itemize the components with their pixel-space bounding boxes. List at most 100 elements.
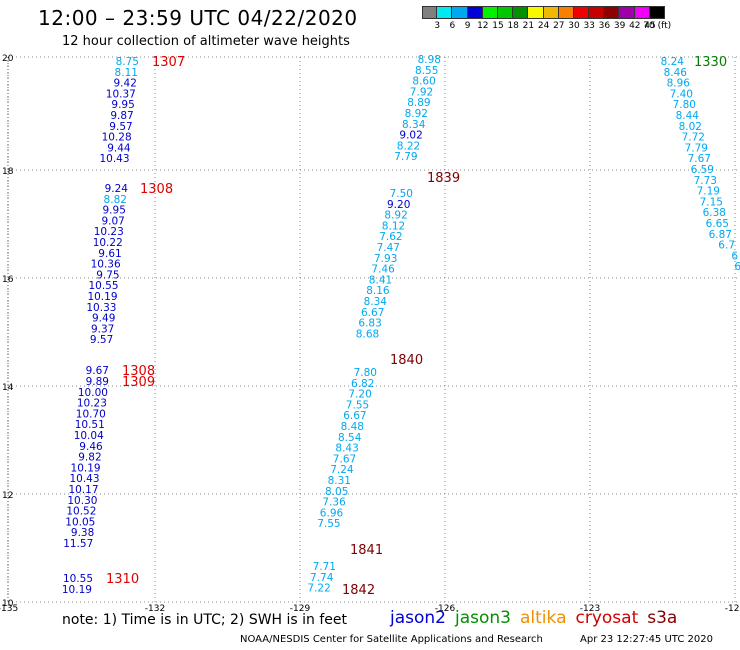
wave-height-value: 8.43 [335, 443, 358, 455]
color-scale-label: 21 [522, 21, 535, 31]
wave-height-value: 6.96 [320, 507, 344, 519]
longitude-tick-label: -120 [725, 604, 740, 614]
wave-height-value: 7.62 [379, 231, 402, 243]
wave-height-value: 10.23 [77, 398, 107, 410]
footer-timestamp: Apr 23 12:27:45 UTC 2020 [580, 634, 713, 645]
color-swatch [619, 6, 635, 19]
wave-height-value: 11.57 [63, 538, 93, 550]
wave-height-value: 10.19 [62, 584, 92, 596]
wave-height-value: 8.96 [667, 78, 691, 90]
color-scale-label: 70 (ft) [643, 21, 672, 31]
color-swatch [437, 6, 453, 19]
color-swatch [528, 6, 544, 19]
color-swatch [467, 6, 483, 19]
wave-height-value: 9.82 [78, 452, 101, 464]
color-swatch [634, 6, 650, 19]
pass-number-label: 1309 [122, 375, 155, 390]
wave-height-value: 6.59 [691, 164, 714, 176]
wave-height-value: 10.70 [76, 408, 106, 420]
wave-height-value: 8.82 [104, 194, 127, 206]
wave-height-value: 6 [734, 261, 740, 273]
wave-height-value: 8.12 [382, 220, 405, 232]
wave-height-value: 8.24 [661, 56, 685, 68]
wave-height-value: 9.42 [114, 78, 137, 90]
wave-height-value: 10.17 [68, 484, 98, 496]
wave-height-value: 10.43 [99, 153, 129, 165]
graticule-grid [7, 56, 740, 603]
wave-height-value: 10.51 [75, 419, 105, 431]
pass-number-label: 1308 [122, 364, 155, 379]
wave-height-value: 7.50 [390, 188, 413, 200]
wave-height-value: 6.67 [361, 307, 384, 319]
wave-height-value: 7.67 [333, 453, 356, 465]
wave-height-value: 7.92 [410, 86, 433, 98]
axis-ticks: -135 -132 -129 -126 -123 -120 20 18 16 14 12 10 [0, 54, 740, 614]
color-swatch [543, 6, 559, 19]
wave-height-value: 6.65 [706, 218, 729, 230]
wave-height-value: 7.79 [685, 142, 708, 154]
wave-height-value: 7.19 [697, 186, 720, 198]
wave-height-value: 10.05 [65, 516, 95, 528]
wave-height-value: 10.33 [86, 302, 116, 314]
color-swatch [558, 6, 574, 19]
wave-height-value: 9.46 [79, 441, 103, 453]
wave-height-value: 6.38 [703, 207, 726, 219]
pass-number-label: 1842 [342, 583, 375, 598]
color-scale-label: 15 [492, 21, 504, 31]
wave-height-value: 10.43 [69, 473, 99, 485]
wave-height-value: 7.24 [330, 464, 354, 476]
wave-height-value: 6.7 [718, 240, 735, 252]
wave-height-value: 8.55 [415, 65, 438, 77]
wave-height-value: 6.82 [351, 378, 374, 390]
wave-height-value: 9.44 [107, 142, 131, 154]
wave-height-labels: 8.758.119.4210.379.959.879.5710.289.4410… [62, 54, 740, 598]
wave-height-value: 10.36 [91, 259, 121, 271]
wave-height-value: 8.98 [418, 54, 441, 66]
wave-height-value: 9.49 [92, 313, 115, 325]
wave-height-value: 6.83 [358, 318, 381, 330]
wave-height-value: 7.73 [694, 175, 717, 187]
latitude-tick-label: 18 [2, 167, 14, 177]
wave-height-value: 8.22 [397, 140, 420, 152]
color-scale-label: 6 [449, 21, 456, 31]
wave-height-value: 9.57 [109, 121, 132, 133]
wave-height-value: 9.37 [91, 323, 114, 335]
footer-note: note: 1) Time is in UTC; 2) SWH is in fe… [62, 612, 348, 628]
color-scale-label: 36 [598, 21, 611, 31]
color-scale-label: 12 [477, 21, 489, 31]
wave-height-value: 8.34 [364, 296, 388, 308]
satellite-legend: jason2 jason3 altika cryosat s3a [390, 608, 686, 628]
wave-height-value: 7.80 [673, 99, 696, 111]
wave-height-value: 10.19 [87, 291, 117, 303]
longitude-tick-label: -132 [145, 604, 165, 614]
legend-cryosat: cryosat [575, 608, 639, 628]
wave-height-value: 8.46 [664, 67, 688, 79]
wave-height-value: 6.67 [343, 410, 366, 422]
wave-height-value: 10.04 [74, 430, 104, 442]
color-swatch [482, 6, 498, 19]
wave-height-value: 7.72 [682, 132, 705, 144]
wave-height-value: 8.02 [679, 121, 702, 133]
wave-height-value: 7.46 [371, 264, 395, 276]
wave-height-value: 9.95 [103, 205, 126, 217]
wave-height-value: 7.67 [688, 153, 711, 165]
wave-height-value: 7.71 [313, 561, 336, 573]
wave-height-value: 8.60 [412, 76, 435, 88]
wave-height-value: 9.38 [71, 527, 94, 539]
wave-height-value: 8.16 [366, 285, 390, 297]
color-scale-label: 9 [464, 21, 471, 31]
wave-height-value: 9.67 [86, 365, 109, 377]
color-scale-label: 42 [629, 21, 641, 31]
wave-height-value: 7.36 [322, 497, 346, 509]
color-swatch [452, 6, 468, 19]
wave-height-value: 7.79 [394, 151, 417, 163]
wave-height-value: 7.47 [377, 242, 400, 254]
wave-height-value: 10.00 [78, 387, 108, 399]
wave-height-value: 8.75 [116, 56, 139, 68]
wave-height-value: 9.87 [110, 110, 133, 122]
color-scale-label: 45 [644, 21, 656, 31]
pass-number-label: 1840 [390, 353, 423, 368]
wave-height-value: 7.20 [348, 389, 371, 401]
legend-s3a: s3a [647, 608, 678, 628]
